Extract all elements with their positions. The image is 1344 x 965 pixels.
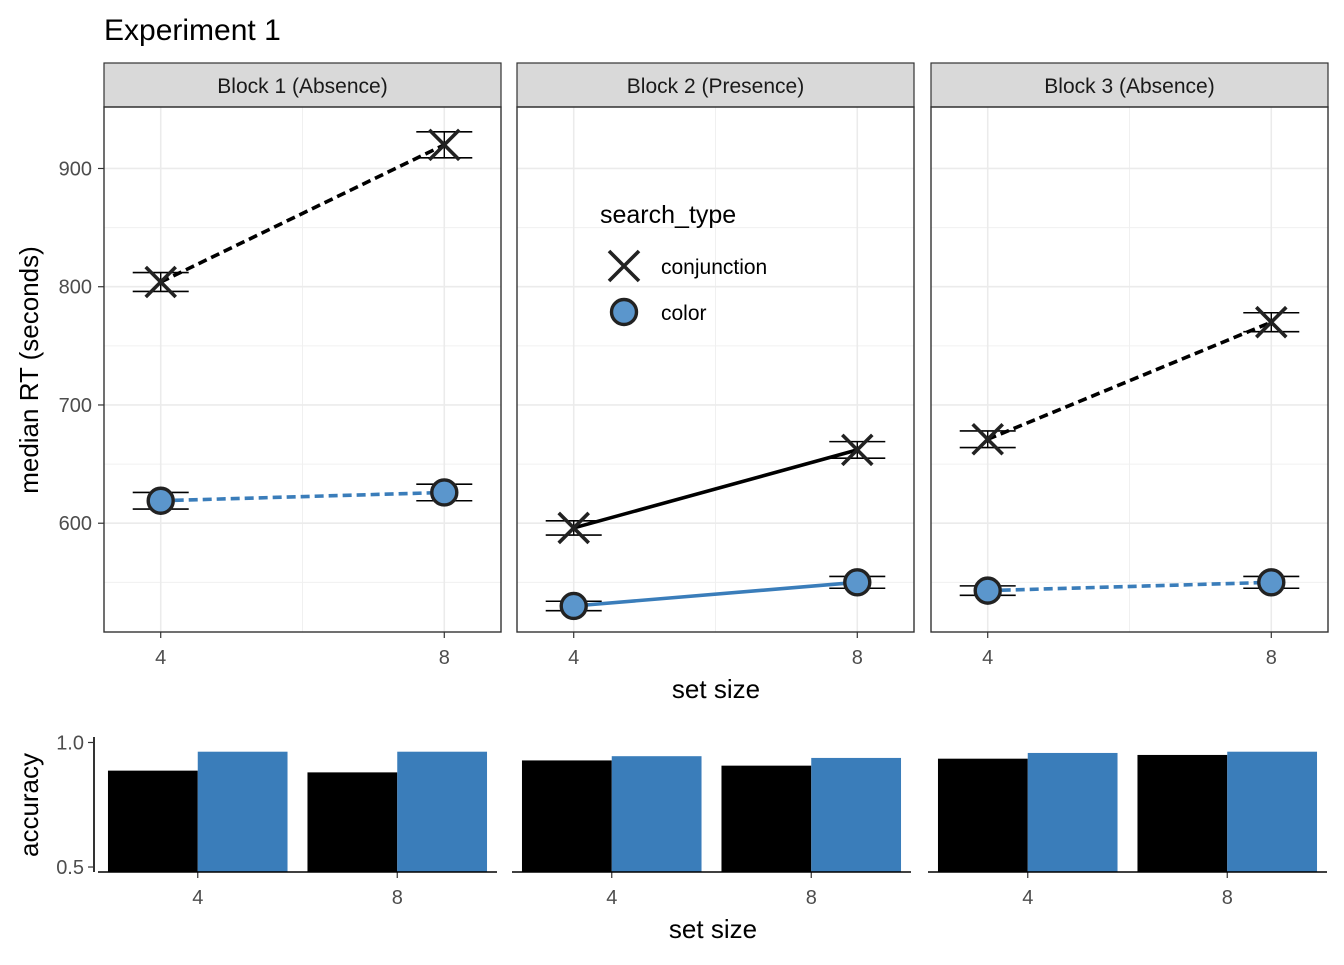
point-color bbox=[843, 568, 872, 597]
y-tick-label: 800 bbox=[59, 277, 92, 299]
bar-conjunction bbox=[521, 760, 612, 872]
x-tick-label: 8 bbox=[1266, 647, 1277, 669]
series-line-conjunction bbox=[987, 320, 1272, 441]
legend-entry-label: conjunction bbox=[661, 256, 767, 279]
y-tick-label: 1.0 bbox=[56, 732, 84, 754]
rt-x-axis-label: set size bbox=[672, 674, 760, 704]
series-line-conjunction bbox=[573, 448, 858, 530]
bar-color bbox=[1027, 752, 1118, 872]
legend-key-color bbox=[609, 297, 639, 327]
bar-color bbox=[197, 751, 288, 872]
point-color bbox=[559, 591, 588, 621]
legend: search_type conjunction color bbox=[600, 201, 767, 327]
facet-strip-label: Block 1 (Absence) bbox=[217, 75, 387, 98]
bar-color bbox=[1227, 751, 1318, 872]
figure-title: Experiment 1 bbox=[104, 14, 281, 47]
point-color bbox=[146, 486, 175, 515]
legend-key-conjunction bbox=[607, 249, 641, 283]
bar-color bbox=[811, 757, 902, 872]
point-color bbox=[973, 576, 1002, 605]
rt-y-axis-label: median RT (seconds) bbox=[14, 246, 44, 494]
point-conjunction bbox=[144, 265, 177, 299]
point-color bbox=[430, 478, 459, 507]
series-line-color bbox=[160, 490, 445, 503]
accuracy-chart-area: 4 80.51.04 8 4 8 bbox=[56, 732, 1327, 909]
legend-entry-label: color bbox=[661, 302, 707, 325]
rt-panel-2: Block 2 (Presence) 4 8 search_type conjuncti… bbox=[516, 62, 915, 669]
rt-panel-1: Block 1 (Absence) 4 8 600 700 800 900 bbox=[59, 62, 502, 669]
y-tick-label: 0.5 bbox=[56, 857, 84, 879]
rt-panel-3: Block 3 (Absence) 4 8 bbox=[930, 62, 1329, 669]
y-tick-label: 600 bbox=[59, 513, 92, 535]
point-color bbox=[1257, 568, 1286, 597]
series-line-color bbox=[573, 580, 858, 608]
point-conjunction bbox=[971, 422, 1004, 456]
rt-chart-area: Block 1 (Absence) 4 8 600 700 800 900 Block 2 (… bbox=[59, 62, 1329, 669]
x-tick-label: 4 bbox=[982, 647, 993, 669]
bar-conjunction bbox=[1137, 754, 1228, 872]
x-tick-label: 8 bbox=[852, 647, 863, 669]
accuracy-x-axis-label: set size bbox=[669, 914, 757, 944]
x-tick-label: 4 bbox=[192, 887, 203, 909]
point-conjunction bbox=[557, 511, 590, 545]
point-conjunction bbox=[428, 128, 461, 162]
accuracy-panel-1: 4 8 0.5 1.0 bbox=[56, 732, 497, 909]
facet-strip bbox=[516, 62, 915, 108]
bar-conjunction bbox=[107, 770, 198, 872]
bar-conjunction bbox=[307, 772, 398, 872]
x-tick-label: 8 bbox=[392, 887, 403, 909]
point-conjunction bbox=[841, 433, 874, 467]
x-tick-label: 8 bbox=[806, 887, 817, 909]
x-tick-label: 4 bbox=[568, 647, 579, 669]
legend-title: search_type bbox=[600, 201, 736, 229]
bar-conjunction bbox=[721, 765, 812, 872]
panel-border bbox=[103, 106, 502, 633]
panel-border bbox=[930, 106, 1329, 633]
panel-border bbox=[516, 106, 915, 633]
x-tick-label: 8 bbox=[1222, 887, 1233, 909]
facet-strip-label: Block 2 (Presence) bbox=[627, 75, 804, 98]
facet-strip bbox=[103, 62, 502, 108]
y-tick-label: 700 bbox=[59, 395, 92, 417]
facet-strip bbox=[930, 62, 1329, 108]
series-line-conjunction bbox=[159, 143, 446, 284]
bar-color bbox=[397, 751, 488, 872]
x-tick-label: 4 bbox=[606, 887, 617, 909]
x-tick-label: 4 bbox=[1022, 887, 1033, 909]
series-line-color bbox=[987, 580, 1272, 593]
bar-color bbox=[611, 756, 702, 872]
x-tick-label: 8 bbox=[439, 647, 450, 669]
x-tick-label: 4 bbox=[155, 647, 166, 669]
accuracy-y-axis-label: accuracy bbox=[14, 753, 44, 857]
y-tick-label: 900 bbox=[59, 158, 92, 180]
bar-conjunction bbox=[937, 758, 1028, 872]
point-conjunction bbox=[1255, 305, 1288, 339]
facet-strip-label: Block 3 (Absence) bbox=[1044, 75, 1214, 98]
